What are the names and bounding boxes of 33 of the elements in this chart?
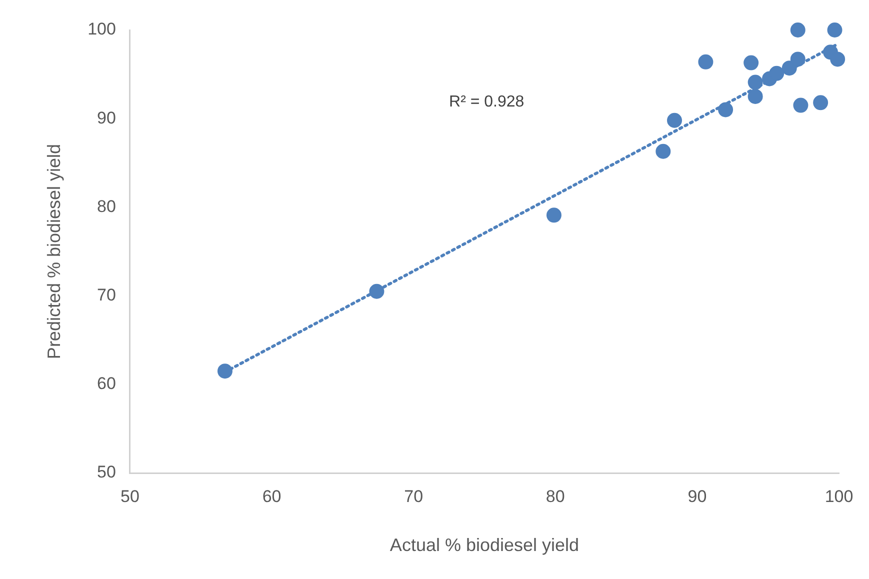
x-tick-label: 80 bbox=[546, 486, 565, 506]
annotation: R² = 0.928 bbox=[449, 93, 524, 110]
point bbox=[790, 52, 806, 67]
x-tick-label: 90 bbox=[688, 486, 707, 506]
point bbox=[748, 74, 763, 90]
y-axis-title: Predicted % biodiesel yield bbox=[44, 144, 64, 360]
point bbox=[744, 55, 759, 70]
x-tick-label: 50 bbox=[120, 486, 140, 506]
point bbox=[369, 284, 384, 299]
y-tick-label: 60 bbox=[97, 374, 116, 394]
point bbox=[667, 112, 682, 128]
point bbox=[748, 88, 763, 104]
x-tick-label: 60 bbox=[262, 486, 282, 506]
point bbox=[217, 364, 232, 379]
y-tick-label: 80 bbox=[97, 196, 116, 216]
y-tick-label: 70 bbox=[97, 285, 116, 304]
point bbox=[782, 60, 797, 76]
point bbox=[790, 22, 806, 38]
y-tick-label: 100 bbox=[88, 20, 116, 39]
y-tick-label: 90 bbox=[97, 108, 116, 128]
x-tick-label: 70 bbox=[404, 486, 424, 506]
x-tick-label: 100 bbox=[824, 486, 854, 506]
point bbox=[656, 144, 671, 159]
point bbox=[546, 208, 562, 223]
y-tick-label: 50 bbox=[97, 462, 116, 482]
point bbox=[698, 54, 714, 70]
point bbox=[793, 98, 808, 113]
point bbox=[830, 52, 846, 67]
point bbox=[827, 22, 842, 38]
x-axis-title: Actual % biodiesel yield bbox=[390, 535, 580, 556]
point bbox=[769, 66, 784, 81]
point bbox=[718, 102, 734, 118]
point bbox=[813, 95, 828, 110]
